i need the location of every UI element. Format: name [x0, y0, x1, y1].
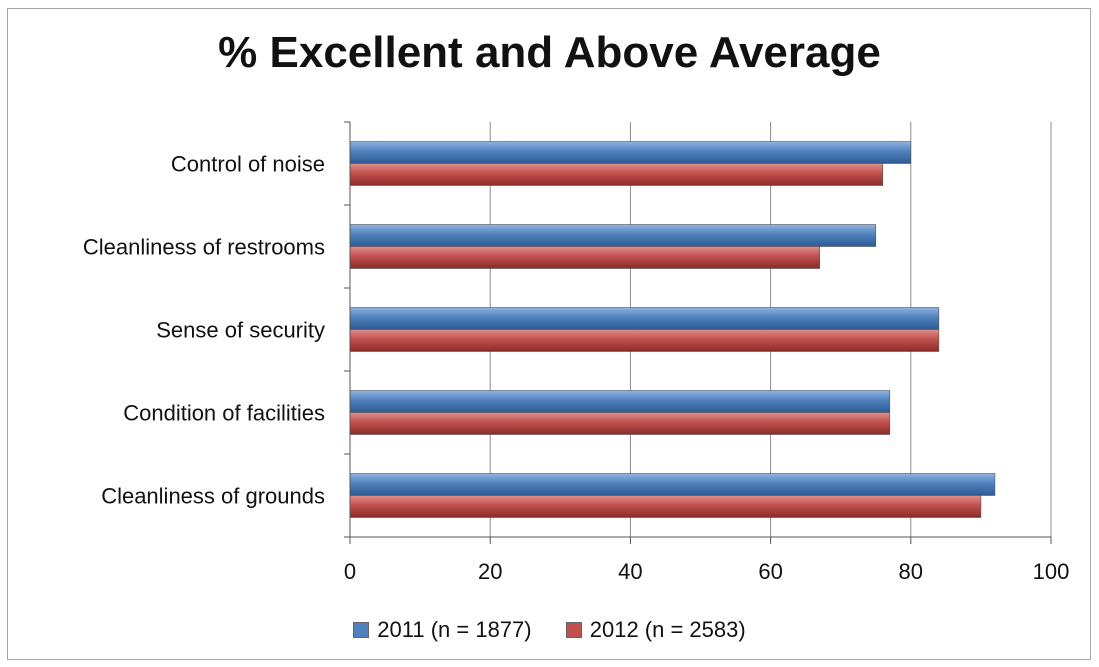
bar-control-of-noise-series-0: [349, 141, 912, 164]
bars: [349, 141, 996, 518]
bar-cleanliness-of-restrooms-series-1: [349, 246, 820, 269]
legend-label-2011: 2011 (n = 1877): [377, 617, 532, 642]
bar-condition-of-facilities-series-1: [349, 412, 891, 435]
category-label-sense-of-security: Sense of security: [156, 318, 325, 343]
labels: 0 20 40 60 80 100 Control of noise Cleanliness …: [83, 152, 1069, 585]
bar-sense-of-security-series-0: [349, 307, 940, 330]
legend-item-2012: 2012 (n = 2583): [565, 617, 746, 643]
category-label-cleanliness-of-grounds: Cleanliness of grounds: [101, 484, 325, 509]
x-tick-label-20: 20: [478, 559, 502, 584]
legend-swatch-2011: [353, 622, 370, 638]
legend-label-2012: 2012 (n = 2583): [589, 617, 746, 642]
legend: 2011 (n = 1877) 2012 (n = 2583): [0, 617, 1099, 644]
chart-title: % Excellent and Above Average: [218, 28, 881, 77]
category-label-condition-of-facilities: Condition of facilities: [123, 401, 325, 426]
bar-cleanliness-of-grounds-series-1: [349, 495, 982, 518]
bar-condition-of-facilities-series-0: [349, 390, 891, 413]
axes: [344, 121, 1052, 544]
bar-cleanliness-of-grounds-series-0: [349, 473, 996, 496]
bar-cleanliness-of-restrooms-series-0: [349, 224, 877, 247]
x-tick-label-80: 80: [899, 559, 923, 584]
x-tick-label-100: 100: [1033, 559, 1070, 584]
category-label-cleanliness-of-restrooms: Cleanliness of restrooms: [83, 235, 325, 260]
bar-sense-of-security-series-1: [349, 329, 940, 352]
legend-swatch-2012: [565, 622, 582, 638]
x-tick-label-0: 0: [344, 559, 356, 584]
x-tick-label-60: 60: [758, 559, 782, 584]
bar-control-of-noise-series-1: [349, 163, 884, 186]
x-tick-label-40: 40: [618, 559, 642, 584]
legend-item-2011: 2011 (n = 1877): [353, 617, 532, 643]
category-label-control-of-noise: Control of noise: [171, 152, 325, 177]
